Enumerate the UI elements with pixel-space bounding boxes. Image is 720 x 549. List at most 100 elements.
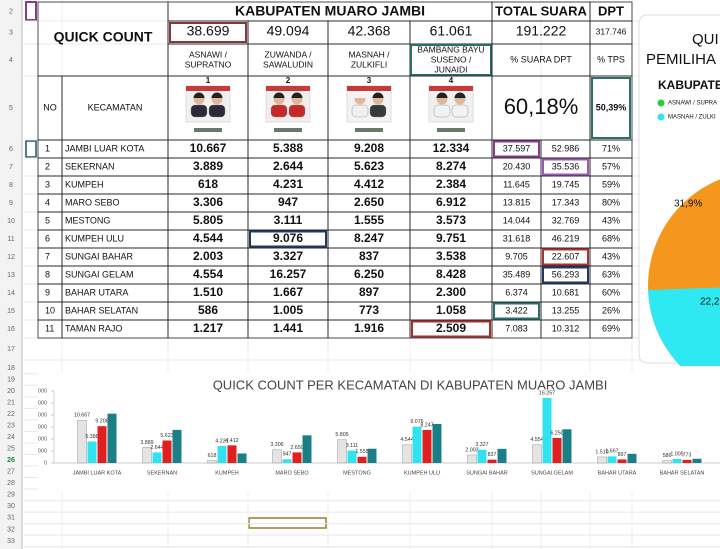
column-header: NO: [43, 102, 57, 112]
bar: [402, 444, 412, 464]
bar: [672, 458, 682, 463]
row-number: 28: [7, 480, 15, 487]
data-label: 2.003: [465, 447, 478, 453]
row-figure: 3.422: [505, 305, 528, 315]
photo-body: [270, 104, 288, 118]
x-tick-label: KUMPEH: [215, 470, 239, 476]
vote-count: 4.412: [354, 177, 384, 191]
row-figure: 35.536: [552, 161, 580, 171]
x-tick-label: JAMBI LUAR KOTA: [73, 470, 122, 476]
bar: [292, 452, 302, 463]
bar: [347, 450, 357, 463]
vote-count: 16.257: [270, 267, 307, 281]
tps-pct: 26%: [602, 305, 620, 315]
candidate-name: SUSENO /: [431, 54, 472, 64]
photo-hair: [291, 92, 303, 98]
kecamatan: SUNGAI BAHAR: [65, 251, 134, 261]
legend-label: MASNAH / ZULKI: [668, 115, 716, 121]
tps-pct: 43%: [602, 251, 620, 261]
row-number: 33: [7, 538, 15, 545]
x-tick-label: MARO SEBO: [275, 470, 309, 476]
vote-count: 3.111: [274, 213, 303, 227]
photo-banner: [186, 86, 230, 91]
bar: [227, 445, 237, 463]
vote-count: 3.327: [273, 249, 303, 263]
vote-count: 4.544: [193, 231, 223, 245]
row-figure: 13.815: [503, 197, 531, 207]
bar: [162, 440, 172, 463]
row-no: 3: [45, 179, 50, 189]
row-number: 22: [7, 411, 15, 418]
data-label: 773: [683, 452, 692, 458]
candidate-number: 2: [286, 76, 291, 85]
vote-count: 5.623: [354, 159, 384, 173]
data-label: 6.250: [550, 430, 563, 436]
data-label: 837: [488, 452, 497, 458]
photo-strip: [437, 128, 465, 132]
row-number: 24: [7, 434, 15, 441]
row-no: 1: [45, 143, 50, 153]
candidate-photo: [428, 85, 474, 123]
tps-pct: 68%: [602, 233, 620, 243]
row-number: 30: [7, 503, 15, 510]
vote-count: 9.208: [354, 141, 384, 155]
vote-count: 8.274: [436, 159, 466, 173]
tps-pct: 63%: [602, 269, 620, 279]
row-gutter: [0, 0, 22, 549]
row-number: 13: [7, 272, 15, 279]
x-tick-label: SUNGAI GELAM: [531, 470, 573, 476]
photo-banner: [429, 86, 473, 91]
kecamatan: TAMAN RAJO: [65, 323, 122, 333]
row-figure: 37.597: [503, 143, 531, 153]
x-tick-label: SUNGAI BAHAR: [466, 470, 508, 476]
pie-label: 31,9%: [674, 199, 702, 210]
kecamatan: BAHAR SELATAN: [65, 305, 138, 315]
data-label: 1.005: [670, 451, 683, 457]
pct-tps: 50,39%: [596, 102, 627, 112]
cell-highlight: [542, 266, 589, 284]
kecamatan: SUNGAI GELAM: [65, 269, 134, 279]
data-label: 618: [208, 453, 217, 459]
bar: [692, 458, 702, 463]
row-number: 18: [7, 365, 15, 372]
bar: [152, 452, 162, 463]
row-number: 25: [7, 446, 15, 453]
pie-title: QUI: [692, 31, 719, 48]
cell-highlight: [493, 140, 540, 158]
vote-count: 6.250: [354, 267, 384, 281]
cell-highlight: [410, 44, 492, 76]
vote-count: 586: [198, 303, 218, 317]
legend-dot: [657, 113, 665, 121]
bar: [497, 448, 507, 463]
selection-marker: [25, 1, 37, 21]
bar: [467, 454, 477, 464]
vote-count: 3.573: [436, 213, 466, 227]
row-number: 16: [7, 326, 15, 333]
photo-hair: [372, 92, 384, 98]
data-label: 16.257: [539, 390, 555, 396]
vote-count: 4.231: [273, 177, 303, 191]
pct-suara-label: % SUARA DPT: [510, 54, 572, 64]
bar: [302, 435, 312, 463]
bar: [562, 429, 572, 463]
tps-pct: 43%: [602, 215, 620, 225]
row-number: 11: [7, 236, 14, 243]
row-figure: 46.219: [552, 233, 580, 243]
bar-chart: QUICK COUNT PER KECAMATAN DI KABUPATEN M…: [38, 372, 720, 492]
quick-count-label: QUICK COUNT: [54, 29, 153, 45]
photo-body: [208, 104, 226, 118]
data-label: 4.412: [225, 438, 238, 444]
tps-pct: 71%: [602, 143, 620, 153]
total-label: TOTAL SUARA: [495, 3, 587, 18]
row-figure: 52.986: [552, 143, 580, 153]
vote-count: 8.247: [354, 231, 384, 245]
data-label: 947: [283, 452, 292, 458]
bar: [607, 456, 617, 463]
vote-count: 1.058: [436, 303, 466, 317]
bar: [282, 459, 292, 463]
kecamatan: JAMBI LUAR KOTA: [65, 143, 144, 153]
vote-count: 5.388: [273, 141, 303, 155]
data-label: 4.544: [400, 437, 413, 443]
candidate-total: 61.061: [430, 23, 473, 39]
candidate-photo: [265, 85, 311, 123]
